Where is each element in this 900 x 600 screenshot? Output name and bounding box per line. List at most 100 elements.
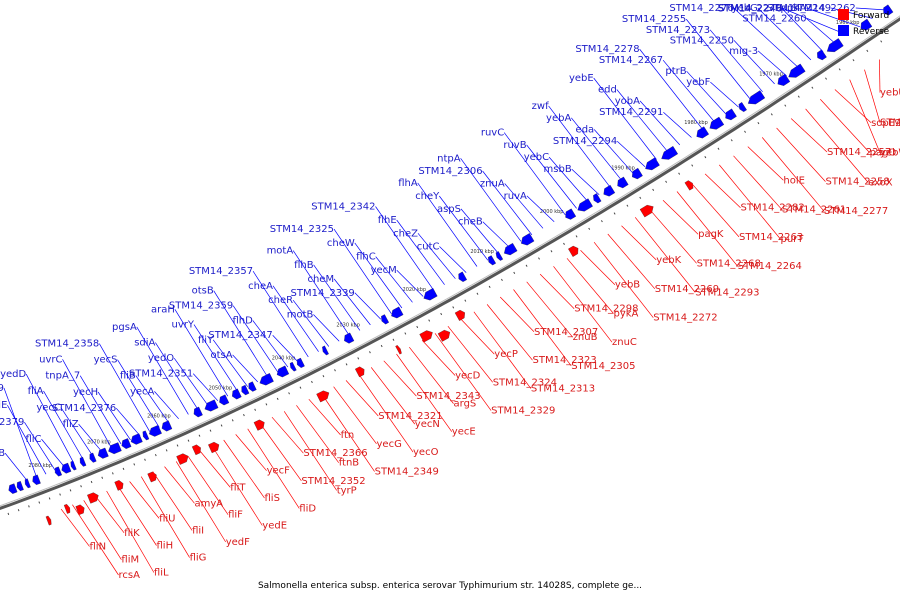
gene-label[interactable]: STM14_2358 [35, 339, 99, 350]
gene-label[interactable]: yebK [656, 255, 681, 266]
gene-label[interactable]: STM14_2349 [375, 467, 439, 478]
gene-label[interactable]: argS [454, 399, 477, 410]
gene-arrow[interactable] [521, 233, 535, 246]
gene-arrow[interactable] [709, 116, 725, 130]
gene-label[interactable]: yecE [452, 427, 476, 438]
gene-label[interactable]: cheZ [393, 228, 418, 239]
gene-label[interactable]: ruvB [503, 140, 526, 151]
gene-arrow[interactable] [79, 456, 87, 467]
gene-arrow[interactable] [391, 306, 404, 319]
gene-label[interactable]: fliH [157, 541, 174, 552]
gene-label[interactable]: msbB [544, 164, 572, 175]
gene-label[interactable]: pphA [781, 3, 807, 14]
gene-label[interactable]: yobA [615, 96, 640, 107]
gene-label[interactable]: yebU [880, 88, 900, 99]
gene-arrow[interactable] [316, 390, 330, 403]
gene-arrow[interactable] [193, 406, 203, 418]
gene-label[interactable]: fliD [299, 503, 316, 514]
gene-arrow[interactable] [204, 399, 219, 412]
gene-arrow[interactable] [289, 361, 297, 372]
gene-arrow[interactable] [149, 425, 162, 437]
gene-arrow[interactable] [603, 184, 616, 197]
gene-arrow[interactable] [632, 167, 643, 180]
gene-arrow[interactable] [504, 242, 518, 256]
gene-arrow[interactable] [495, 251, 504, 261]
gene-arrow[interactable] [419, 330, 433, 343]
gene-label[interactable]: pagO [870, 148, 897, 159]
gene-label[interactable]: STM14_2277 [824, 206, 888, 217]
gene-arrow[interactable] [191, 444, 201, 456]
gene-label[interactable]: flhC [356, 252, 376, 263]
gene-label[interactable]: fliI [192, 525, 204, 536]
gene-arrow[interactable] [684, 180, 694, 191]
gene-label[interactable]: pykA [614, 309, 639, 320]
gene-label[interactable]: STM14_2268 [697, 258, 761, 269]
gene-label[interactable]: yecM [371, 265, 397, 276]
gene-arrow[interactable] [248, 381, 257, 392]
gene-arrow[interactable] [817, 49, 827, 61]
gene-label[interactable]: mig-3 [729, 46, 758, 57]
gene-label[interactable]: STM14_2282 [741, 203, 805, 214]
gene-label[interactable]: STM14_2291 [599, 107, 663, 118]
gene-label[interactable]: cheM [307, 274, 334, 285]
gene-arrow[interactable] [593, 193, 602, 204]
gene-arrow[interactable] [45, 515, 52, 526]
gene-arrow[interactable] [61, 462, 72, 474]
gene-label[interactable]: fliN [90, 541, 107, 552]
gene-arrow[interactable] [860, 18, 873, 31]
gene-label[interactable]: yebG [732, 3, 758, 14]
gene-label[interactable]: STM14_2324 [493, 377, 557, 388]
gene-label[interactable]: otsB [192, 286, 214, 297]
gene-label[interactable]: motB [287, 310, 314, 321]
gene-label[interactable]: yecN [415, 419, 440, 430]
gene-label[interactable]: aspS [437, 204, 461, 215]
gene-arrow[interactable] [777, 73, 791, 86]
gene-arrow[interactable] [381, 314, 390, 325]
gene-arrow[interactable] [259, 373, 274, 386]
gene-arrow[interactable] [24, 478, 31, 489]
gene-arrow[interactable] [639, 204, 654, 218]
gene-arrow[interactable] [32, 474, 41, 485]
gene-label[interactable]: cheR [268, 295, 293, 306]
gene-arrow[interactable] [577, 198, 593, 212]
gene-label[interactable]: STM14_2389 [0, 383, 4, 394]
gene-arrow[interactable] [661, 145, 679, 160]
gene-arrow[interactable] [696, 126, 710, 139]
gene-label[interactable]: STM14_2347 [208, 330, 272, 341]
gene-arrow[interactable] [344, 332, 355, 344]
gene-arrow[interactable] [395, 345, 402, 355]
gene-label[interactable]: fliU [159, 513, 175, 524]
gene-label[interactable]: STM14_2298 [574, 304, 638, 315]
gene-arrow[interactable] [458, 271, 468, 282]
gene-label[interactable]: STM14_2339 [291, 288, 355, 299]
gene-label[interactable]: STM14_2376 [52, 403, 116, 414]
gene-label[interactable]: yebW [880, 148, 900, 159]
gene-arrow[interactable] [130, 433, 143, 445]
gene-label[interactable]: flhD [232, 316, 253, 327]
gene-label[interactable]: uvrY [172, 320, 195, 331]
gene-label[interactable]: fliG [190, 553, 207, 564]
gene-arrow[interactable] [454, 309, 465, 321]
gene-label[interactable]: eda [576, 125, 595, 136]
gene-label[interactable]: yedD [0, 369, 26, 380]
gene-label[interactable]: rcsA [119, 570, 141, 581]
gene-label[interactable]: fliF [228, 510, 243, 521]
gene-label[interactable]: STM14_2269 [655, 284, 719, 295]
gene-arrow[interactable] [63, 504, 71, 514]
gene-label[interactable]: STM14_2258 [826, 177, 890, 188]
gene-label[interactable]: yebA [546, 113, 571, 124]
gene-label[interactable]: STM14_2272 [653, 313, 717, 324]
gene-label[interactable]: STM14_2263 [739, 232, 803, 243]
gene-label[interactable]: flhB [294, 260, 314, 271]
gene-label[interactable]: yecG [377, 439, 402, 450]
gene-label[interactable]: STM14_2249 [767, 3, 831, 14]
gene-label[interactable]: sdiA [134, 338, 155, 349]
gene-label[interactable]: otsA [211, 350, 233, 361]
gene-label[interactable]: STM14_2325 [270, 224, 334, 235]
gene-arrow[interactable] [276, 365, 290, 378]
gene-arrow[interactable] [208, 441, 220, 454]
gene-label[interactable]: STM14_2342 [311, 202, 375, 213]
gene-arrow[interactable] [114, 480, 124, 491]
gene-label[interactable]: amyA [195, 498, 224, 509]
gene-label[interactable]: ftn [341, 430, 355, 441]
